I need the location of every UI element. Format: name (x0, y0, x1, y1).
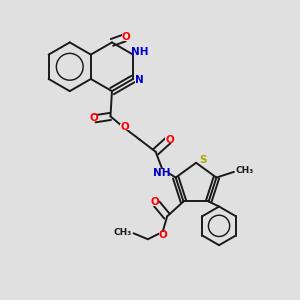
Text: N: N (135, 76, 143, 85)
Text: O: O (165, 135, 174, 145)
Bar (134, 49, 145, 56)
Text: O: O (89, 113, 98, 123)
Bar (135, 77, 143, 84)
Text: S: S (199, 155, 206, 165)
Text: O: O (158, 230, 167, 240)
Bar (151, 199, 159, 206)
Bar (158, 232, 167, 239)
Bar (166, 136, 174, 143)
Bar (89, 115, 98, 122)
Text: O: O (151, 197, 160, 207)
Text: NH: NH (153, 168, 171, 178)
Bar (122, 34, 130, 41)
Bar (198, 157, 207, 163)
Bar (120, 124, 129, 130)
Text: CH₃: CH₃ (236, 166, 254, 175)
Text: O: O (122, 32, 130, 42)
Bar (156, 169, 168, 176)
Text: NH: NH (131, 47, 148, 57)
Text: O: O (120, 122, 129, 132)
Text: CH₃: CH₃ (114, 228, 132, 237)
